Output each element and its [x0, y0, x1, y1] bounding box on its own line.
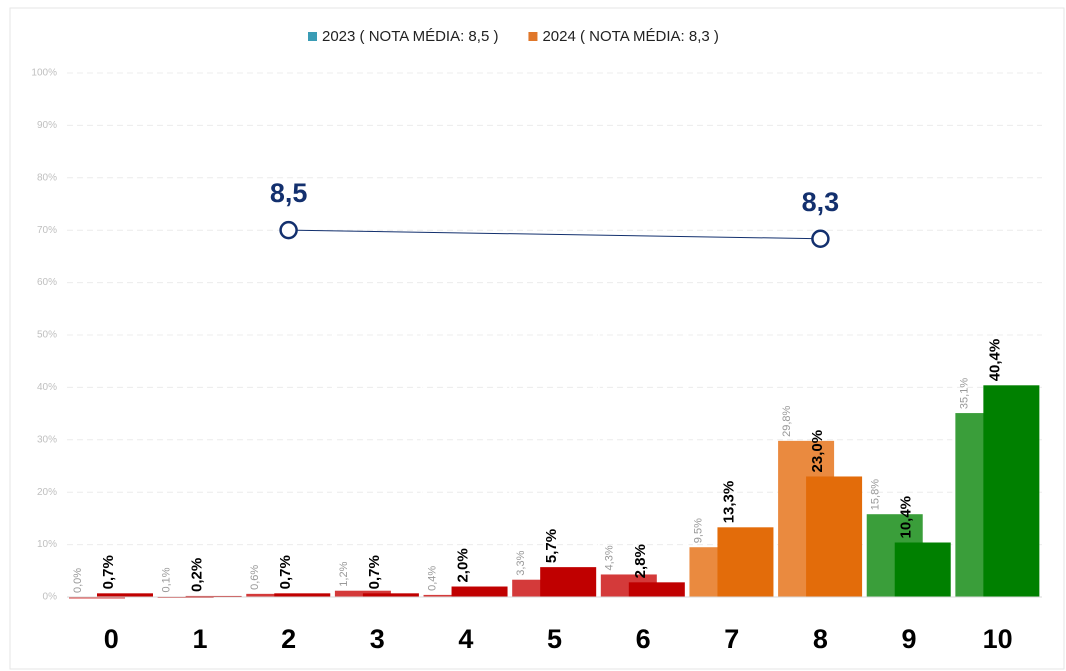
x-tick-label: 1: [192, 624, 207, 654]
mean-label: 8,3: [802, 187, 840, 217]
y-tick-label: 80%: [37, 172, 57, 183]
bar: [806, 476, 863, 597]
bar: [246, 593, 303, 597]
data-label: 0,7%: [366, 555, 383, 589]
x-tick-label: 10: [983, 624, 1013, 654]
bar: [717, 527, 774, 597]
bar: [894, 542, 951, 597]
y-tick-label: 70%: [37, 225, 57, 236]
y-tick-label: 60%: [37, 277, 57, 288]
bar: [69, 597, 125, 599]
data-label: 0,6%: [249, 565, 261, 590]
x-tick-label: 0: [104, 624, 119, 654]
data-label: 0,1%: [161, 567, 173, 592]
data-label: 35,1%: [958, 378, 970, 409]
y-tick-label: 100%: [31, 68, 57, 79]
data-label: 40,4%: [986, 339, 1003, 382]
bar: [983, 385, 1040, 597]
data-label: 15,8%: [870, 479, 882, 510]
y-tick-label: 90%: [37, 120, 57, 131]
data-label: 0,4%: [426, 566, 438, 591]
bar: [540, 567, 597, 597]
legend-swatch: [308, 32, 317, 41]
data-label: 1,2%: [338, 561, 350, 586]
data-label: 23,0%: [809, 430, 826, 473]
bar: [628, 582, 685, 597]
legend-label: 2024 ( NOTA MÉDIA: 8,3 ): [542, 28, 718, 45]
legend-swatch: [528, 32, 538, 41]
y-tick-label: 20%: [37, 487, 57, 498]
data-label: 3,3%: [515, 550, 527, 575]
x-tick-label: 5: [547, 624, 562, 654]
y-tick-label: 10%: [37, 539, 57, 550]
data-label: 0,7%: [277, 555, 294, 589]
legend-label: 2023 ( NOTA MÉDIA: 8,5 ): [322, 28, 498, 45]
bar: [274, 593, 331, 597]
x-tick-label: 3: [370, 624, 385, 654]
mean-point: [279, 220, 298, 240]
y-tick-label: 50%: [37, 330, 57, 341]
x-tick-label: 7: [724, 624, 739, 654]
bar: [451, 586, 508, 597]
mean-point: [811, 229, 830, 248]
x-tick-label: 8: [813, 624, 828, 654]
x-tick-label: 4: [458, 624, 473, 654]
y-tick-label: 30%: [37, 434, 57, 445]
data-label: 5,7%: [543, 529, 560, 563]
legend: 2023 ( NOTA MÉDIA: 8,5 ) 2024 ( NOTA MÉDI…: [308, 28, 719, 45]
data-label: 0,0%: [72, 568, 84, 593]
data-label: 0,2%: [189, 558, 206, 592]
data-label: 29,8%: [781, 405, 793, 436]
x-tick-label: 9: [902, 624, 917, 654]
mean-line: [288, 229, 821, 240]
data-label: 10,4%: [898, 496, 915, 539]
mean-label: 8,5: [270, 178, 308, 208]
data-label: 2,8%: [632, 544, 649, 578]
data-label: 2,0%: [455, 548, 472, 582]
y-tick-label: 0%: [43, 592, 58, 603]
data-label: 13,3%: [720, 481, 737, 524]
bar: [362, 593, 419, 597]
data-label: 0,7%: [100, 555, 117, 589]
x-tick-label: 2: [281, 624, 296, 654]
data-label: 4,3%: [604, 545, 616, 570]
bar: [97, 593, 153, 597]
y-tick-label: 40%: [37, 382, 57, 393]
data-label: 9,5%: [692, 518, 704, 543]
x-tick-label: 6: [636, 624, 651, 654]
